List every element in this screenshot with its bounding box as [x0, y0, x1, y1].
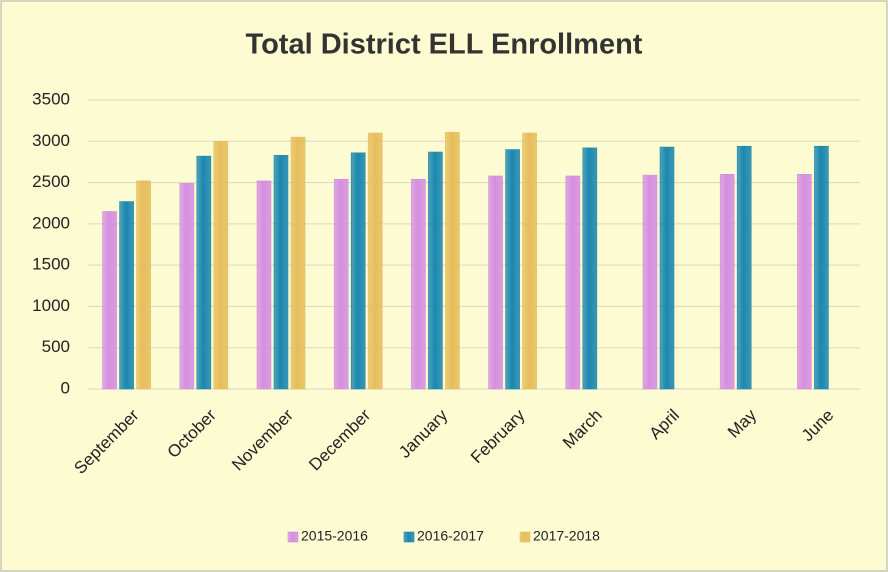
y-tick-label: 500 [42, 337, 70, 356]
bar [505, 149, 520, 390]
bar [428, 151, 443, 390]
bar [565, 175, 581, 390]
bar [522, 132, 537, 390]
bar [179, 183, 195, 390]
bar [445, 131, 460, 390]
bar [102, 211, 117, 390]
bar [642, 174, 658, 390]
bar [273, 155, 289, 390]
y-tick-label: 3500 [32, 89, 70, 108]
bar [411, 178, 426, 390]
bar [367, 132, 383, 390]
bar [797, 174, 812, 390]
y-tick-label: 2000 [32, 213, 70, 232]
y-tick-label: 3000 [32, 131, 70, 150]
legend-label: 2015-2016 [301, 528, 368, 544]
y-tick-label: 1000 [32, 296, 70, 315]
y-tick-label: 2500 [32, 172, 70, 191]
bar [196, 155, 212, 390]
legend-label: 2017-2018 [533, 528, 600, 544]
bar [814, 145, 829, 390]
bar [213, 140, 229, 390]
chart-title: Total District ELL Enrollment [246, 29, 643, 61]
bar [290, 136, 306, 390]
legend-label: 2016-2017 [417, 528, 484, 544]
legend-swatch [403, 531, 415, 543]
bar [136, 180, 151, 390]
bar [119, 201, 134, 390]
bar [256, 180, 272, 390]
y-tick-label: 1500 [32, 255, 70, 274]
bar [333, 178, 349, 390]
bar [488, 175, 503, 390]
legend-swatch [287, 531, 299, 543]
bar [719, 174, 735, 390]
bar [582, 147, 598, 390]
bar [350, 152, 366, 390]
y-tick-label: 0 [61, 378, 70, 397]
bar [659, 146, 675, 390]
bar [736, 145, 752, 390]
legend-swatch [519, 531, 531, 543]
